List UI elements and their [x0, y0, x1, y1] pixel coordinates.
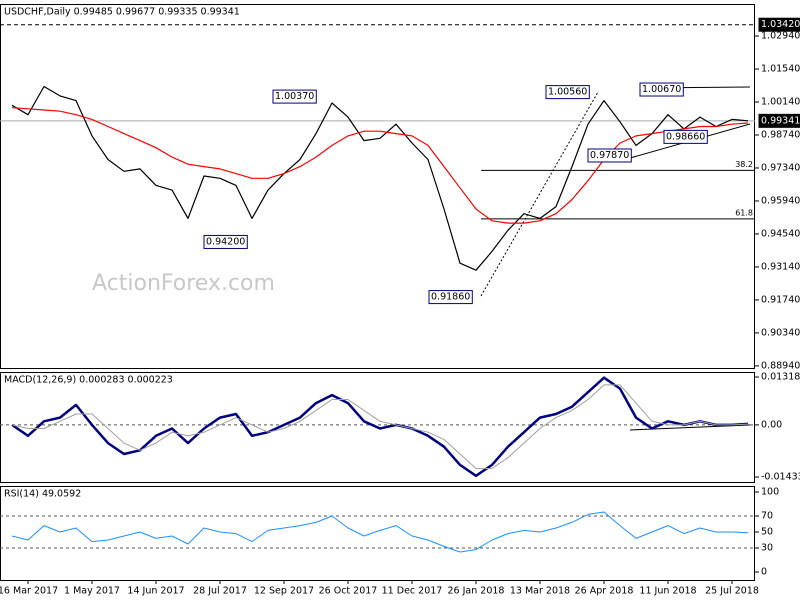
resistance-label: 1.03420	[761, 19, 800, 30]
y-tick-label: -0.014339	[761, 472, 800, 483]
label-box	[272, 89, 317, 104]
label-box	[758, 113, 800, 128]
price-annotation: 0.98660	[666, 131, 705, 142]
x-tick-label: 26 Apr 2018	[575, 586, 634, 597]
x-tick-label: 26 Oct 2017	[319, 586, 378, 597]
label-box	[203, 234, 248, 249]
price-annotation: 0.91860	[431, 292, 470, 303]
panel	[0, 372, 755, 483]
price-annotation: 1.00370	[275, 91, 314, 102]
y-tick-label: 1.00140	[761, 97, 800, 108]
label-box	[428, 290, 473, 305]
price-annotation: 1.00560	[548, 87, 587, 98]
x-tick-label: 14 Jun 2017	[127, 586, 184, 597]
y-tick-label: 50	[761, 527, 773, 538]
panel-title: USDCHF,Daily 0.99485 0.99677 0.99335 0.9…	[4, 7, 240, 18]
price-annotation: 0.94200	[206, 236, 245, 247]
x-tick-label: 12 Sep 2017	[254, 586, 314, 597]
label-box	[758, 17, 800, 32]
series-line	[11, 511, 749, 553]
x-tick-label: 11 Jun 2018	[639, 586, 696, 597]
y-tick-label: 30	[761, 543, 773, 554]
y-tick-label: 0.95940	[761, 195, 800, 206]
panel-title: MACD(12,26,9) 0.000283 0.000223	[4, 375, 173, 386]
series-line	[11, 384, 749, 469]
price-annotation: 1.00670	[642, 84, 681, 95]
y-tick-label: 0	[761, 567, 767, 578]
label-box	[587, 148, 632, 163]
fib-label: 38.2	[735, 160, 753, 169]
x-tick-label: 28 Jul 2017	[193, 586, 247, 597]
label-box	[663, 129, 708, 144]
series-line	[11, 376, 749, 478]
x-tick-label: 25 Jul 2018	[705, 586, 759, 597]
y-tick-label: 0.013184	[761, 372, 800, 383]
x-tick-label: 1 May 2017	[64, 586, 120, 597]
x-tick-label: 26 Jan 2018	[448, 586, 505, 597]
label-box	[545, 85, 590, 100]
y-tick-label: 0.93140	[761, 261, 800, 272]
y-tick-label: 0.94540	[761, 228, 800, 239]
panel-title: RSI(14) 49.0592	[4, 489, 81, 500]
y-tick-label: 0.97340	[761, 162, 800, 173]
y-tick-label: 0.90340	[761, 327, 800, 338]
watermark: ActionForex.com	[92, 271, 275, 296]
y-tick-label: 0.98740	[761, 129, 800, 140]
last-price-label: 0.99341	[761, 115, 800, 126]
y-tick-label: 0.88940	[761, 360, 800, 371]
fib-label: 61.8	[735, 208, 753, 217]
y-tick-label: 0.91740	[761, 294, 800, 305]
x-tick-label: 16 Mar 2017	[0, 586, 58, 597]
y-tick-label: 100	[761, 487, 779, 498]
panel	[0, 4, 755, 369]
y-tick-label: 1.02940	[761, 31, 800, 42]
series-line	[11, 107, 749, 224]
y-tick-label: 0.00	[761, 419, 782, 430]
price-annotation: 0.97870	[590, 150, 629, 161]
label-box	[639, 82, 684, 97]
panel	[0, 486, 755, 581]
y-tick-label: 70	[761, 511, 773, 522]
trend-line	[480, 91, 599, 297]
x-tick-label: 13 Mar 2018	[510, 586, 570, 597]
series-line	[11, 85, 749, 271]
y-tick-label: 1.01540	[761, 64, 800, 75]
x-tick-label: 11 Dec 2017	[382, 586, 443, 597]
